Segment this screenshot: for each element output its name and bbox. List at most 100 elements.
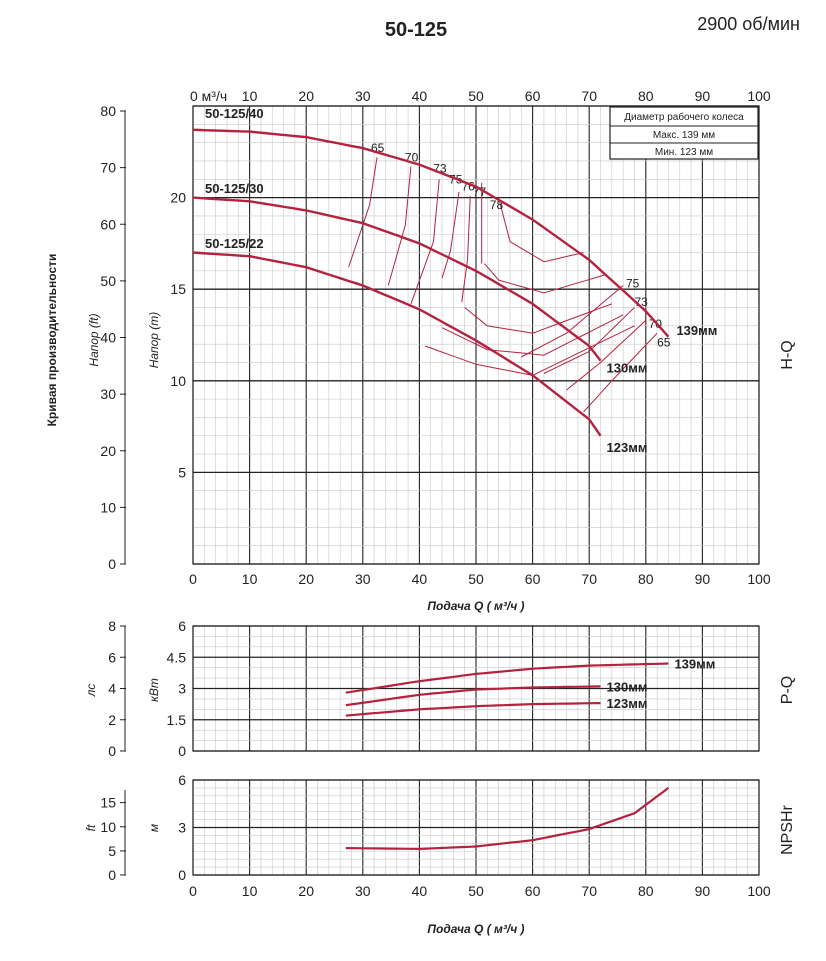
head-m-label: Напор (m) <box>147 312 161 368</box>
npsh-side-label: NPSHr <box>779 804 796 854</box>
efficiency-label-right: 75 <box>626 277 640 291</box>
efficiency-line <box>521 285 624 358</box>
hq-diameter-label: 130мм <box>607 361 648 376</box>
x-tick-hq: 60 <box>525 571 541 587</box>
x-tick-bottom: 60 <box>525 883 541 899</box>
x-tick-top: 70 <box>581 88 597 104</box>
impeller-legend-box: Диаметр рабочего колеса Макс. 139 мм Мин… <box>609 106 759 160</box>
y-tick-head-ft: 70 <box>100 160 116 176</box>
x-tick-bottom: 70 <box>581 883 597 899</box>
efficiency-label-right: 65 <box>657 335 671 349</box>
flow-unit-top: 0 м³/ч <box>190 88 227 104</box>
x-tick-bottom: 50 <box>468 883 484 899</box>
pq-diameter-label: 123мм <box>607 696 648 711</box>
efficiency-line <box>461 195 471 303</box>
pq-curve <box>345 685 601 707</box>
y-tick-kw: 1.5 <box>167 712 187 728</box>
performance-curves: 139мм 50-125/40 130мм 50-125/30 123мм 50-125/… <box>192 106 717 851</box>
x-tick-top: 80 <box>638 88 654 104</box>
y-tick-npsh-ft: 5 <box>108 843 116 859</box>
npsh-curve <box>345 787 670 851</box>
rpm-label: 2900 об/мин <box>697 14 800 34</box>
hq-curve <box>192 196 602 362</box>
y-tick-hp: 2 <box>108 712 116 728</box>
pq-diameter-label: 139мм <box>674 657 715 672</box>
y-tick-hp: 0 <box>108 743 116 759</box>
x-tick-bottom: 40 <box>412 883 428 899</box>
npsh-m-label: м <box>147 824 161 832</box>
efficiency-line <box>543 307 635 374</box>
flow-axis-label-bottom: Подача Q ( м³/ч ) <box>427 922 524 936</box>
vertical-caption: Кривая производительности <box>45 254 59 427</box>
x-tick-hq: 70 <box>581 571 597 587</box>
x-tick-top: 90 <box>695 88 711 104</box>
efficiency-line <box>464 303 612 334</box>
x-tick-bottom: 90 <box>695 883 711 899</box>
x-tick-hq: 90 <box>695 571 711 587</box>
pq-side-label: P-Q <box>779 676 796 704</box>
x-tick-top: 30 <box>355 88 371 104</box>
y-tick-hp: 4 <box>108 681 116 697</box>
legend-max: Макс. 139 мм <box>653 130 715 141</box>
npsh-frame <box>192 779 760 876</box>
npsh-grid <box>192 779 760 876</box>
x-tick-top: 50 <box>468 88 484 104</box>
y-tick-head-m: 5 <box>178 464 186 480</box>
y-tick-head-ft: 20 <box>100 443 116 459</box>
y-tick-npsh-m: 3 <box>178 820 186 836</box>
tick-labels: 0010101020202030303040404050505060606070… <box>100 88 770 899</box>
efficiency-line <box>484 263 607 294</box>
y-tick-head-m: 10 <box>170 373 186 389</box>
y-tick-head-m: 15 <box>170 281 186 297</box>
hq-grid <box>192 105 760 565</box>
hq-curve <box>192 128 670 338</box>
legend-title: Диаметр рабочего колеса <box>624 111 744 123</box>
y-tick-head-ft: 50 <box>100 273 116 289</box>
npsh-ft-label: ft <box>84 824 98 831</box>
x-tick-top: 60 <box>525 88 541 104</box>
power-kw-label: кВт <box>147 678 161 702</box>
y-tick-npsh-ft: 10 <box>100 819 116 835</box>
efficiency-line <box>441 192 460 279</box>
y-tick-kw: 0 <box>178 743 186 759</box>
y-tick-head-ft: 10 <box>100 499 116 515</box>
efficiency-label: 77 <box>473 185 487 199</box>
pq-curve <box>345 662 669 694</box>
x-tick-bottom: 10 <box>242 883 258 899</box>
y-tick-hp: 8 <box>108 618 116 634</box>
x-tick-bottom: 0 <box>189 883 197 899</box>
x-tick-hq: 40 <box>412 571 428 587</box>
hq-side-label: H-Q <box>779 340 796 369</box>
x-tick-hq: 0 <box>189 571 197 587</box>
x-tick-top: 100 <box>747 88 771 104</box>
y-tick-npsh-ft: 15 <box>100 795 116 811</box>
efficiency-line <box>348 157 378 268</box>
x-tick-hq: 100 <box>747 571 771 587</box>
efficiency-line <box>424 325 635 376</box>
pq-diameter-label: 130мм <box>607 679 648 694</box>
hq-model-label: 50-125/40 <box>205 106 264 121</box>
x-tick-hq: 50 <box>468 571 484 587</box>
x-tick-hq: 20 <box>298 571 314 587</box>
y-tick-kw: 6 <box>178 618 186 634</box>
head-ft-label: Напор (ft) <box>87 313 101 366</box>
x-tick-top: 40 <box>412 88 428 104</box>
flow-axis-label: Подача Q ( м³/ч ) <box>427 599 524 613</box>
y-tick-kw: 3 <box>178 681 186 697</box>
y-tick-head-ft: 40 <box>100 330 116 346</box>
x-tick-bottom: 30 <box>355 883 371 899</box>
y-tick-head-m: 20 <box>170 190 186 206</box>
efficiency-line <box>498 197 584 263</box>
chart-title: 50-125 <box>385 19 447 41</box>
efficiency-line <box>441 314 624 356</box>
pq-grid <box>192 625 760 752</box>
efficiency-line <box>566 319 647 391</box>
x-tick-top: 20 <box>298 88 314 104</box>
y-tick-head-ft: 80 <box>100 103 116 119</box>
y-tick-head-ft: 30 <box>100 386 116 402</box>
efficiency-line <box>410 179 440 305</box>
y-tick-npsh-m: 6 <box>178 772 186 788</box>
x-tick-bottom: 20 <box>298 883 314 899</box>
